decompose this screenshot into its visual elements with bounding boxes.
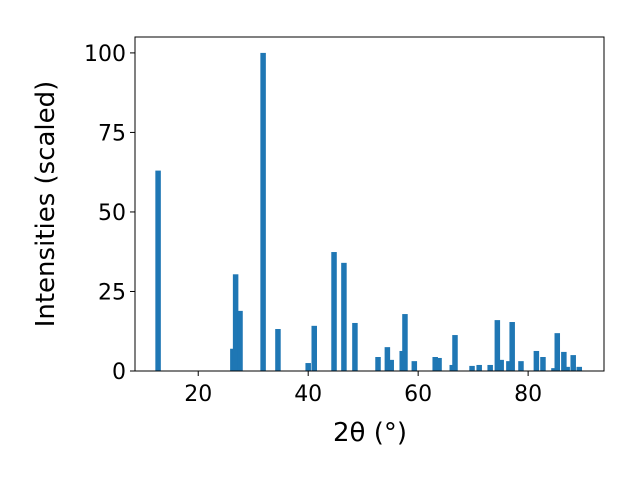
bar bbox=[352, 322, 358, 371]
bar bbox=[375, 357, 381, 371]
bar bbox=[533, 350, 540, 371]
plot-frame bbox=[134, 36, 605, 372]
bar bbox=[506, 361, 512, 371]
x-tick-label: 40 bbox=[294, 382, 322, 407]
y-tick-label: 75 bbox=[98, 121, 126, 146]
bar bbox=[551, 368, 557, 371]
bar bbox=[232, 274, 239, 371]
y-tick-label: 50 bbox=[98, 201, 126, 226]
bar bbox=[275, 329, 281, 371]
y-tick-label: 0 bbox=[112, 360, 126, 385]
bar bbox=[331, 252, 337, 371]
bar bbox=[469, 365, 475, 371]
bar bbox=[388, 359, 394, 371]
bar bbox=[311, 325, 317, 371]
bar bbox=[432, 357, 438, 371]
bar bbox=[564, 366, 570, 371]
bar bbox=[155, 170, 161, 371]
x-axis-label: 2θ (°) bbox=[333, 418, 407, 448]
bar bbox=[411, 361, 418, 371]
y-axis-label: Intensities (scaled) bbox=[31, 81, 61, 328]
bar bbox=[384, 347, 391, 371]
bar bbox=[576, 366, 583, 371]
bar bbox=[570, 355, 576, 371]
bar bbox=[487, 364, 493, 371]
bar bbox=[476, 364, 482, 371]
bar bbox=[494, 320, 501, 371]
x-tick-label: 80 bbox=[514, 382, 542, 407]
bar bbox=[509, 322, 515, 371]
bar bbox=[402, 314, 408, 371]
bar bbox=[436, 357, 442, 371]
x-tick-label: 60 bbox=[404, 382, 432, 407]
bar bbox=[452, 335, 458, 371]
bar bbox=[341, 262, 347, 371]
y-tick-label: 25 bbox=[98, 280, 126, 305]
y-tick-label: 100 bbox=[84, 42, 126, 67]
bar bbox=[305, 363, 311, 371]
x-tick-label: 20 bbox=[184, 382, 212, 407]
bar bbox=[260, 52, 266, 372]
bar bbox=[518, 361, 524, 371]
bar bbox=[554, 333, 561, 371]
bar bbox=[561, 351, 567, 371]
bar bbox=[540, 357, 546, 371]
bar bbox=[498, 359, 504, 371]
bar bbox=[237, 310, 243, 371]
